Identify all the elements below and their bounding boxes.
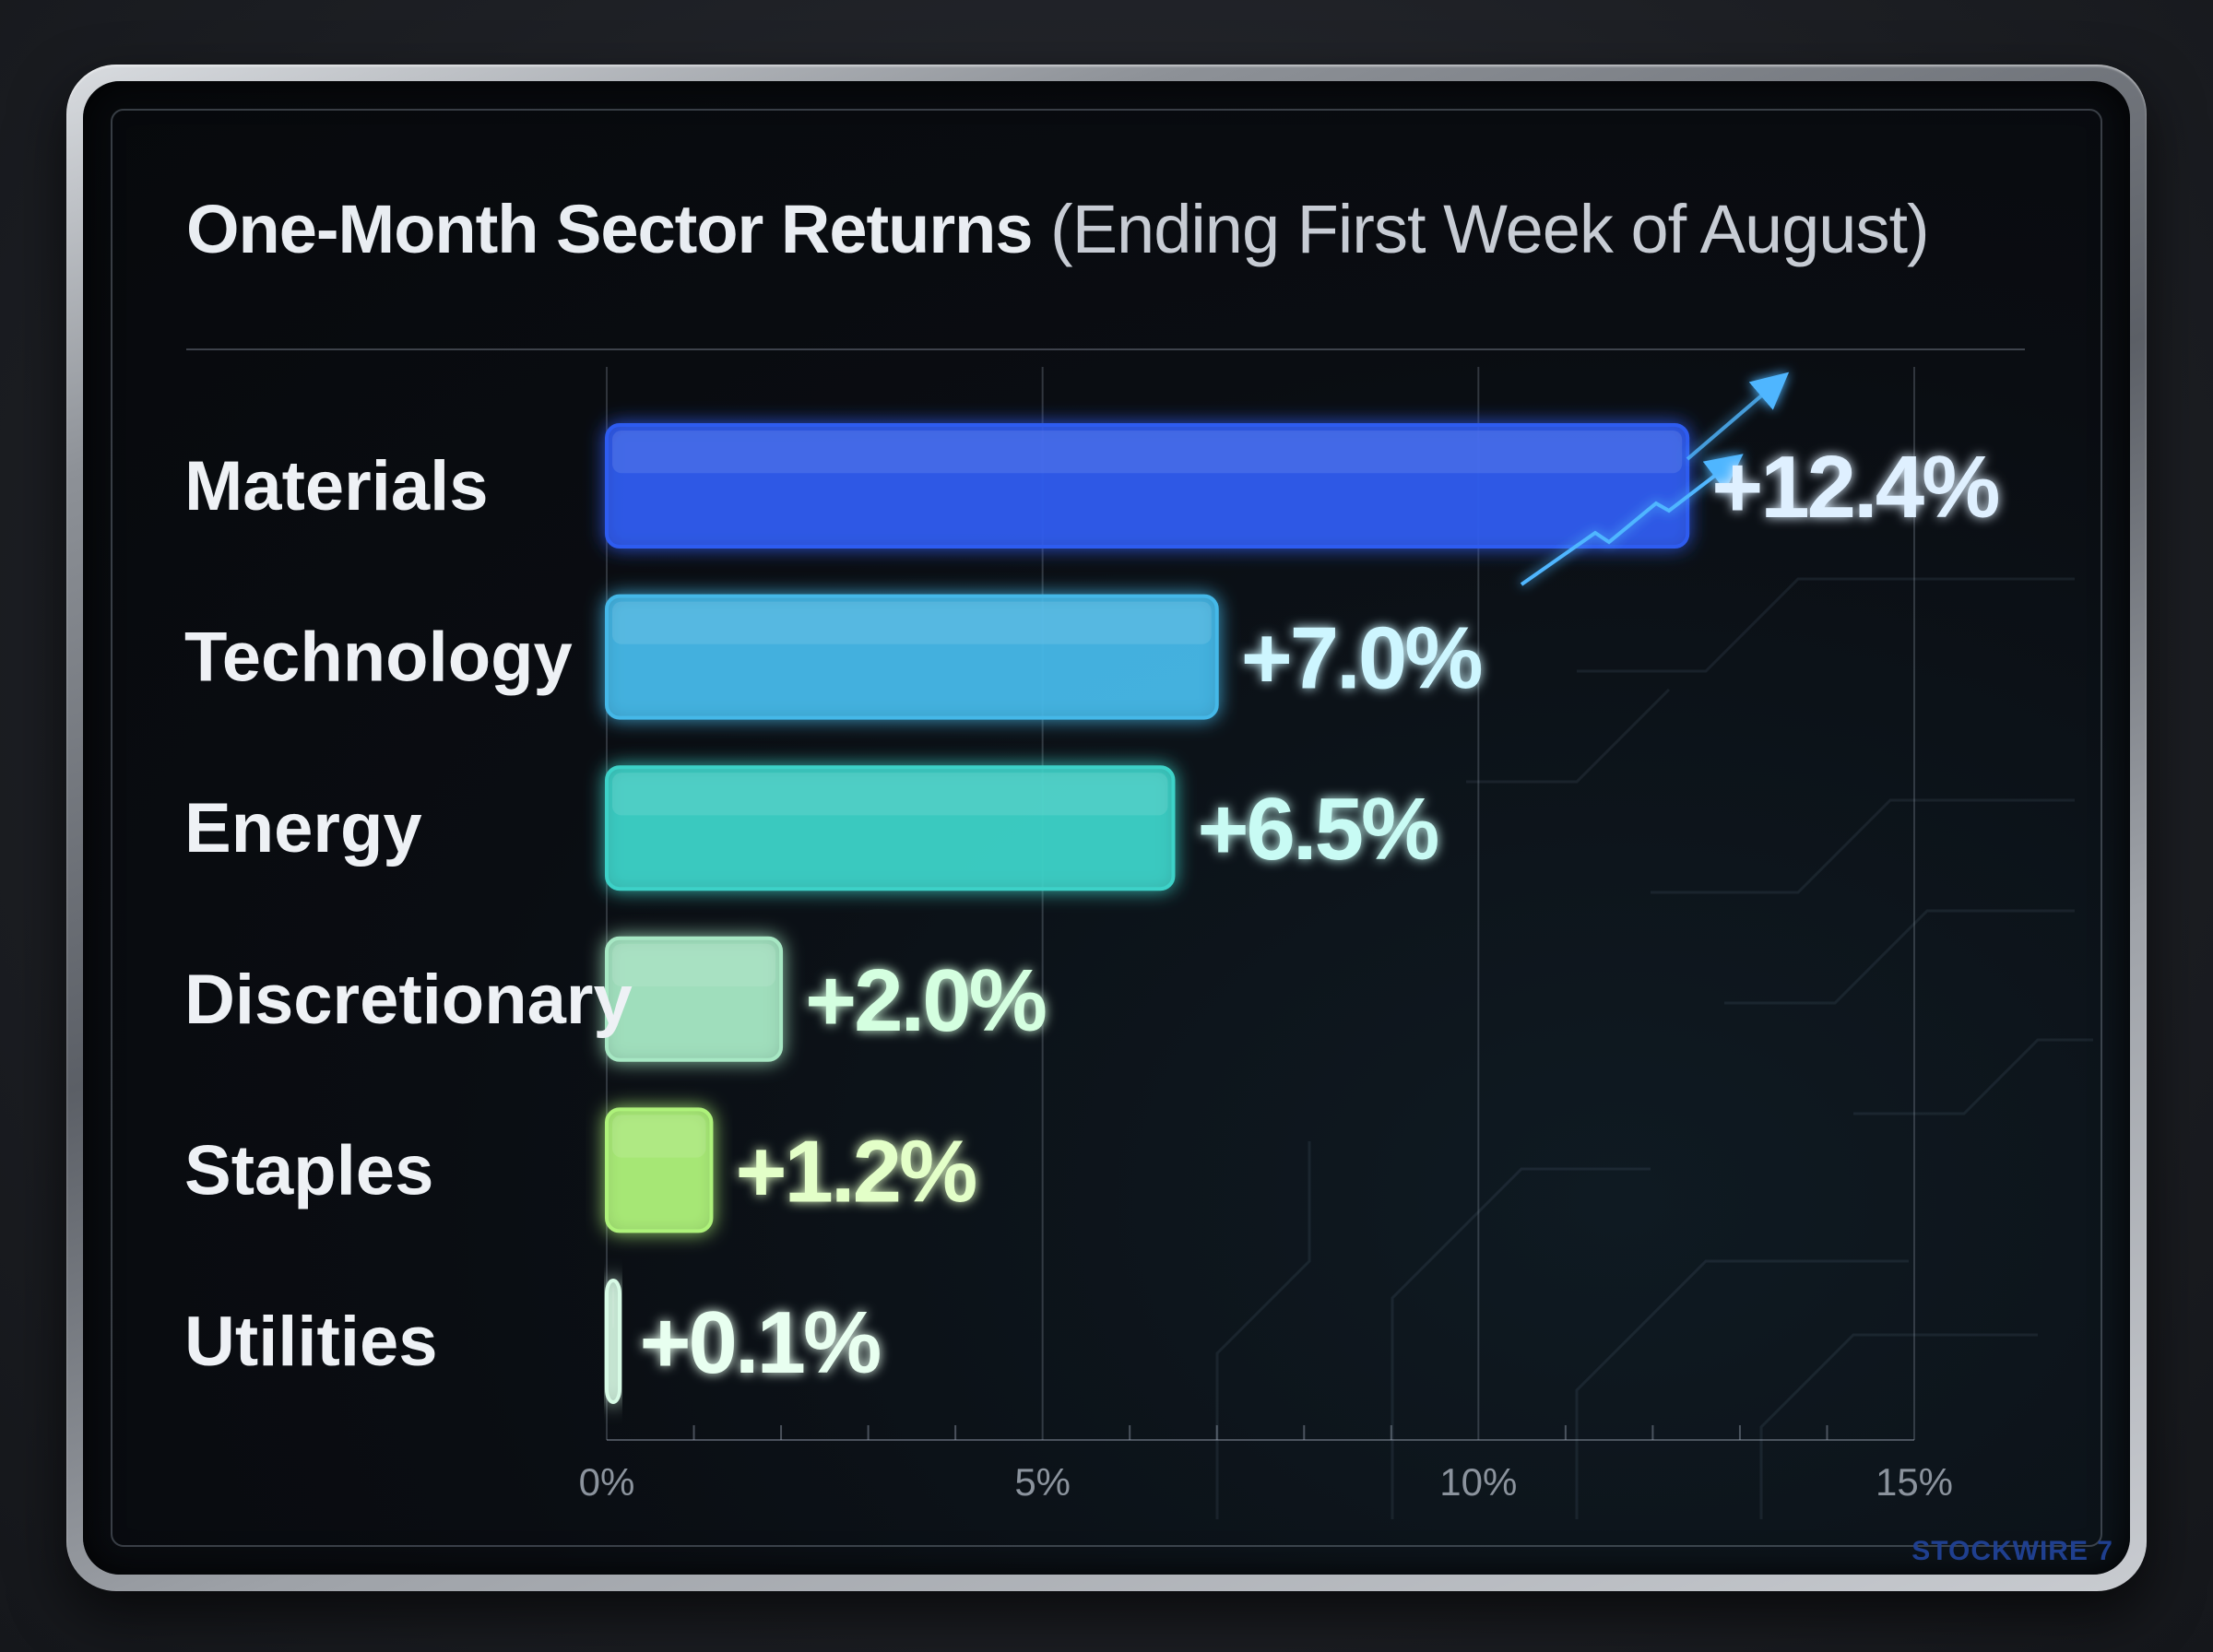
chart-panel: One-Month Sector Returns (Ending First W… [83,81,2130,1575]
bar [605,1107,714,1233]
category-label: Energy [184,789,422,867]
bar-highlight [612,1115,706,1158]
category-label: Technology [184,619,573,697]
bar [605,594,1219,720]
x-tick-label: 5% [1014,1460,1071,1504]
x-tick-label: 10% [1439,1460,1517,1504]
data-label: +7.0% [1241,609,1482,708]
title-divider [186,348,2025,350]
bar [605,423,1690,549]
bar [605,1279,621,1404]
trend-arrow-icon [1520,372,1790,586]
category-label: Discretionary [184,961,633,1039]
x-tick-label: 0% [579,1460,635,1504]
bar-highlight [612,431,1683,474]
data-label: +0.1% [639,1293,880,1392]
bars-group [605,423,1690,1404]
chart-title-main: One-Month Sector Returns [186,191,1033,267]
data-label: +2.0% [805,951,1046,1050]
data-label: +1.2% [735,1122,976,1221]
bar-highlight [612,773,1168,816]
bar [605,936,784,1062]
bar [605,765,1176,891]
value-labels: Materials +12.4% Technology +7.0% Energy +6.5… [184,438,2001,1392]
chart-subtitle: (Ending First Week of August) [1050,191,1930,267]
data-label: +12.4% [1711,438,1998,537]
data-label: +6.5% [1197,780,1438,879]
chart-title: One-Month Sector Returns (Ending First W… [186,190,1930,268]
bar-highlight [612,943,776,986]
category-label: Staples [184,1131,433,1210]
bar-highlight [612,1286,614,1329]
device-frame: One-Month Sector Returns (Ending First W… [66,65,2147,1591]
circuit-decoration [1215,577,2093,1519]
bar-highlight [612,601,1212,644]
category-label: Materials [184,447,489,525]
x-axis: 0% 5% 10% 15% [579,1425,1953,1504]
x-tick-label: 15% [1876,1460,1953,1504]
category-label: Utilities [184,1303,438,1381]
bar-chart: Materials +12.4% Technology +7.0% Energy +6.5… [184,367,2093,1519]
watermark: STOCKWIRE 7 [1911,1536,2113,1566]
